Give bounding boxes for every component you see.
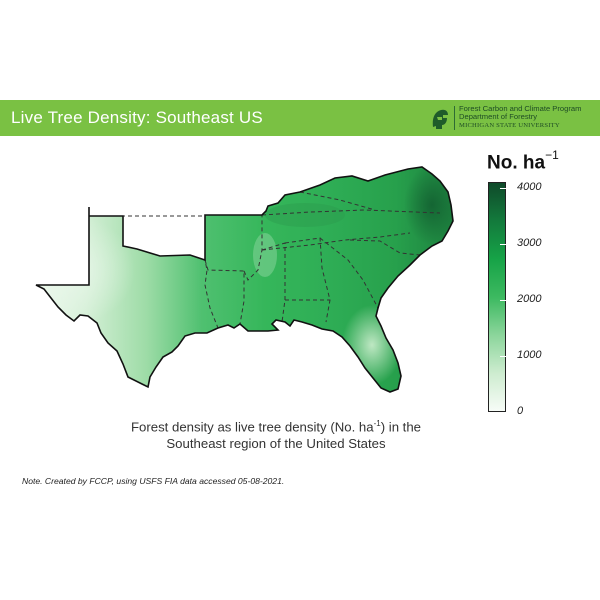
legend-title: No. ha−1 (487, 148, 559, 174)
state-borders (122, 191, 441, 329)
source-note: Note. Created by FCCP, using USFS FIA da… (22, 476, 285, 486)
caption-line1-end: ) in the (380, 419, 422, 435)
legend-color-bar (488, 182, 506, 412)
legend-tick-label: 3000 (517, 236, 542, 249)
legend-tick-mark (500, 187, 506, 189)
caption-sup: -1 (373, 419, 381, 428)
legend-tick-label: 4000 (517, 180, 542, 193)
caption-line2: Southeast region of the United States (166, 436, 386, 452)
legend-tick-label: 0 (517, 405, 524, 417)
logo-line-program: Forest Carbon and Climate Program (459, 104, 582, 113)
legend-tick-label: 1000 (517, 348, 542, 361)
caption-line1-start: Forest density as live tree density (No.… (130, 419, 374, 435)
logo-text: Forest Carbon and Climate Program Depart… (459, 104, 582, 130)
logo-line-university: MICHIGAN STATE UNIVERSITY (459, 121, 560, 129)
map-caption: Forest density as live tree density (No.… (100, 415, 452, 452)
logo-line-department: Department of Forestry (459, 112, 538, 122)
title-banner: Live Tree Density: Southeast US Forest C… (0, 100, 600, 136)
spartan-helmet-icon (432, 109, 448, 129)
page-title: Live Tree Density: Southeast US (11, 108, 263, 127)
msu-fccp-logo: Forest Carbon and Climate Program Depart… (430, 104, 590, 132)
legend-tick-mark (500, 243, 506, 245)
logo-divider (454, 106, 455, 130)
density-fill (36, 167, 453, 392)
legend-tick-mark (500, 299, 506, 301)
legend-tick-label: 2000 (517, 292, 542, 305)
legend-title-text: No. ha (487, 152, 546, 174)
legend-title-sup: −1 (545, 148, 559, 162)
legend-tick-mark (500, 355, 506, 357)
